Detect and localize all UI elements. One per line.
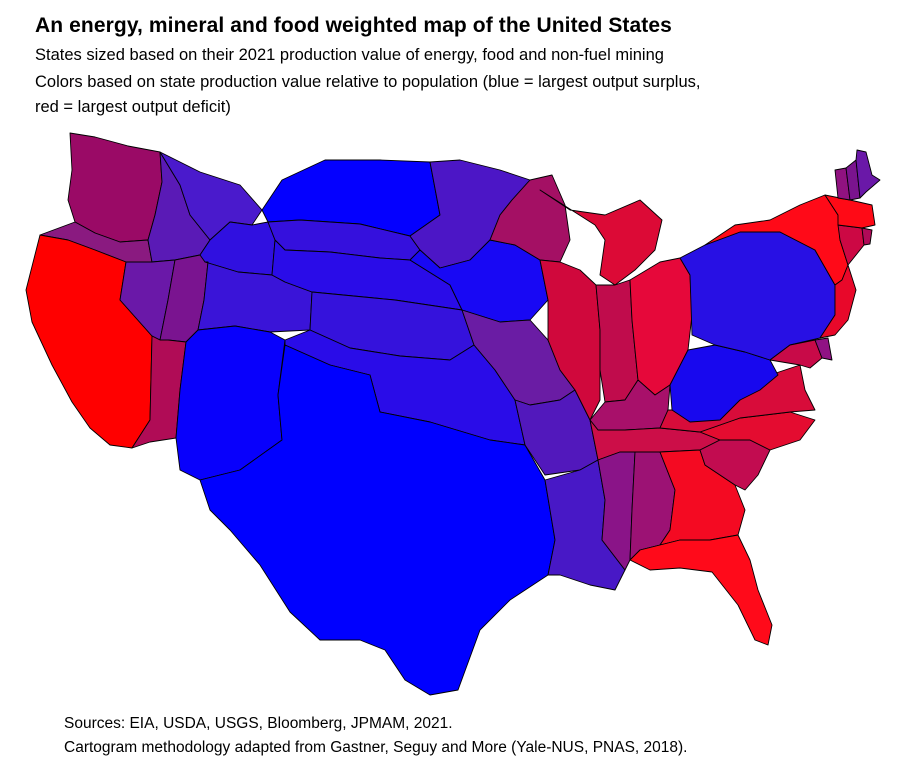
- state-region: [819, 264, 857, 339]
- state-region: [197, 261, 313, 333]
- state-region: [544, 459, 626, 591]
- map-title: An energy, mineral and food weighted map…: [35, 14, 672, 37]
- state-region: [629, 534, 773, 646]
- subtitle-line: Colors based on state production value r…: [35, 73, 701, 91]
- state-region: [855, 149, 881, 199]
- sources-note: Sources: EIA, USDA, USGS, Bloomberg, JPM…: [64, 715, 453, 732]
- state-region: [861, 227, 873, 246]
- methodology-note: Cartogram methodology adapted from Gastn…: [64, 739, 688, 756]
- subtitle-line: red = largest output deficit): [35, 98, 231, 116]
- subtitle-line: States sized based on their 2021 product…: [35, 46, 664, 64]
- state-region: [199, 344, 556, 696]
- state-region: [539, 259, 601, 421]
- state-region: [814, 337, 833, 361]
- state-region: [824, 194, 876, 229]
- state-region: [131, 335, 187, 449]
- state-region: [539, 189, 663, 286]
